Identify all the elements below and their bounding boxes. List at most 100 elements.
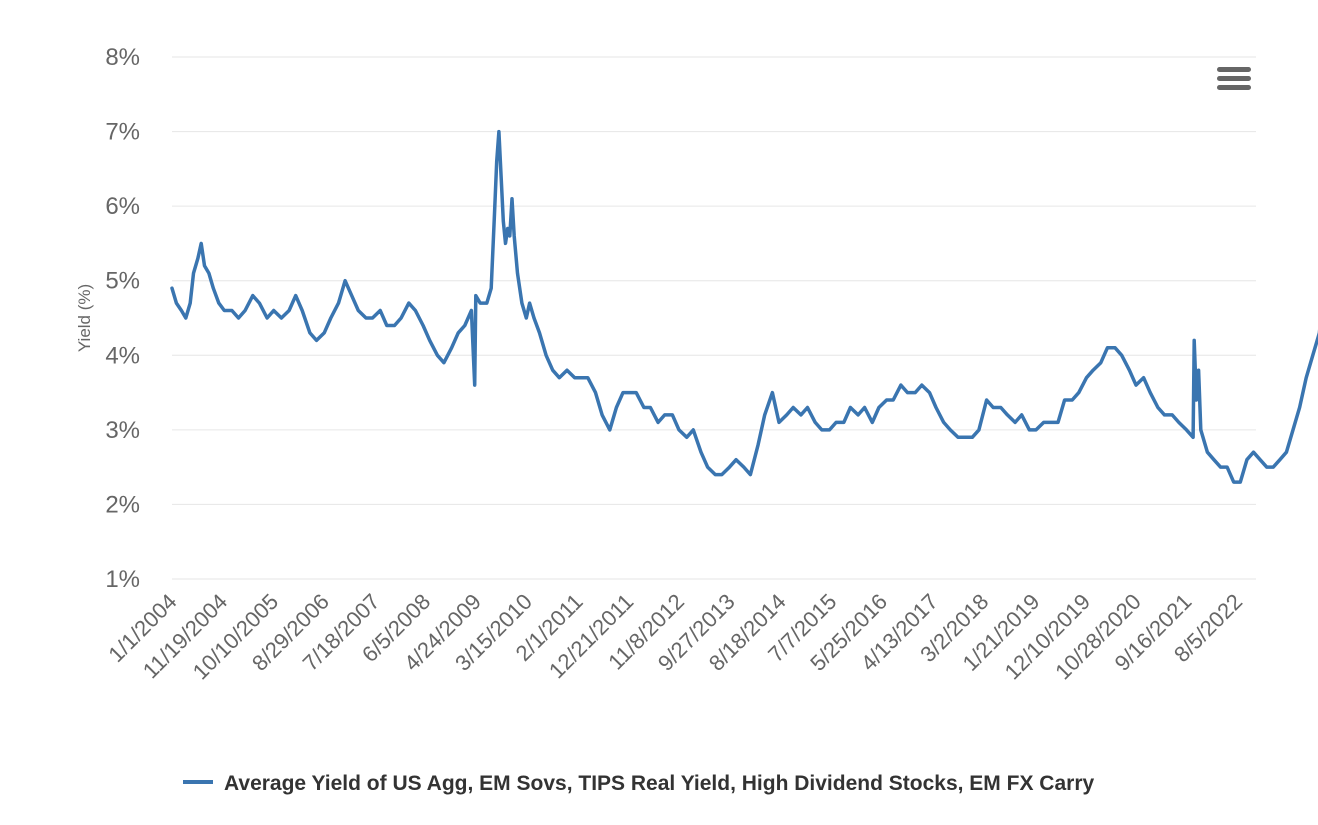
- data-point[interactable]: [206, 270, 212, 276]
- data-point[interactable]: [1251, 449, 1257, 455]
- data-point[interactable]: [884, 397, 890, 403]
- data-point[interactable]: [198, 240, 204, 246]
- data-point[interactable]: [1041, 419, 1047, 425]
- data-point[interactable]: [1162, 412, 1168, 418]
- data-point[interactable]: [1224, 464, 1230, 470]
- data-point[interactable]: [455, 330, 461, 336]
- data-point[interactable]: [191, 270, 197, 276]
- data-point[interactable]: [523, 315, 529, 321]
- data-point[interactable]: [472, 382, 478, 388]
- data-point[interactable]: [962, 434, 968, 440]
- data-point[interactable]: [790, 405, 796, 411]
- data-point[interactable]: [336, 300, 342, 306]
- data-point[interactable]: [503, 240, 509, 246]
- data-point[interactable]: [494, 158, 500, 164]
- data-point[interactable]: [550, 367, 556, 373]
- data-point[interactable]: [202, 263, 208, 269]
- data-point[interactable]: [462, 323, 468, 329]
- data-point[interactable]: [593, 390, 599, 396]
- data-point[interactable]: [905, 390, 911, 396]
- data-point[interactable]: [564, 367, 570, 373]
- data-point[interactable]: [242, 308, 248, 314]
- data-point[interactable]: [1033, 427, 1039, 433]
- data-point[interactable]: [1133, 382, 1139, 388]
- data-point[interactable]: [1231, 479, 1237, 485]
- data-point[interactable]: [769, 390, 775, 396]
- data-point[interactable]: [947, 427, 953, 433]
- data-point[interactable]: [1090, 367, 1096, 373]
- data-point[interactable]: [328, 315, 334, 321]
- data-point[interactable]: [869, 419, 875, 425]
- data-point[interactable]: [876, 405, 882, 411]
- data-point[interactable]: [1257, 457, 1263, 463]
- data-point[interactable]: [847, 405, 853, 411]
- data-point[interactable]: [1211, 457, 1217, 463]
- data-point[interactable]: [509, 196, 515, 202]
- data-point[interactable]: [1303, 375, 1309, 381]
- data-point[interactable]: [500, 218, 506, 224]
- data-point[interactable]: [955, 434, 961, 440]
- data-point[interactable]: [187, 300, 193, 306]
- data-point[interactable]: [1147, 390, 1153, 396]
- data-point[interactable]: [299, 308, 305, 314]
- data-point[interactable]: [412, 308, 418, 314]
- data-point[interactable]: [527, 300, 533, 306]
- data-point[interactable]: [1055, 419, 1061, 425]
- data-point[interactable]: [169, 285, 175, 291]
- data-point[interactable]: [342, 278, 348, 284]
- data-point[interactable]: [293, 293, 299, 299]
- data-point[interactable]: [537, 330, 543, 336]
- data-point[interactable]: [406, 300, 412, 306]
- data-point[interactable]: [355, 308, 361, 314]
- data-point[interactable]: [221, 308, 227, 314]
- data-point[interactable]: [1190, 434, 1196, 440]
- data-point[interactable]: [286, 308, 292, 314]
- data-point[interactable]: [712, 472, 718, 478]
- data-point[interactable]: [1193, 397, 1199, 403]
- data-point[interactable]: [912, 390, 918, 396]
- data-point[interactable]: [890, 397, 896, 403]
- data-point[interactable]: [1290, 427, 1296, 433]
- data-point[interactable]: [984, 397, 990, 403]
- data-point[interactable]: [468, 308, 474, 314]
- data-point[interactable]: [741, 464, 747, 470]
- data-point[interactable]: [1297, 405, 1303, 411]
- data-point[interactable]: [1076, 390, 1082, 396]
- data-point[interactable]: [543, 352, 549, 358]
- data-point[interactable]: [669, 412, 675, 418]
- data-point[interactable]: [698, 449, 704, 455]
- data-point[interactable]: [1244, 457, 1250, 463]
- data-point[interactable]: [1084, 375, 1090, 381]
- data-point[interactable]: [321, 330, 327, 336]
- data-point[interactable]: [363, 315, 369, 321]
- data-point[interactable]: [556, 375, 562, 381]
- data-point[interactable]: [798, 412, 804, 418]
- data-point[interactable]: [1169, 412, 1175, 418]
- data-point[interactable]: [862, 405, 868, 411]
- data-point[interactable]: [477, 300, 483, 306]
- data-point[interactable]: [1104, 345, 1110, 351]
- data-point[interactable]: [384, 323, 390, 329]
- data-point[interactable]: [572, 375, 578, 381]
- data-point[interactable]: [599, 412, 605, 418]
- data-point[interactable]: [515, 270, 521, 276]
- data-point[interactable]: [805, 405, 811, 411]
- data-point[interactable]: [733, 457, 739, 463]
- legend[interactable]: Average Yield of US Agg, EM Sovs, TIPS R…: [183, 772, 1094, 795]
- data-point[interactable]: [195, 255, 201, 261]
- data-point[interactable]: [898, 382, 904, 388]
- data-point[interactable]: [833, 419, 839, 425]
- data-point[interactable]: [229, 308, 235, 314]
- data-point[interactable]: [531, 315, 537, 321]
- data-point[interactable]: [441, 360, 447, 366]
- data-point[interactable]: [927, 390, 933, 396]
- data-point[interactable]: [392, 323, 398, 329]
- data-point[interactable]: [505, 226, 511, 232]
- data-point[interactable]: [178, 308, 184, 314]
- data-point[interactable]: [1264, 464, 1270, 470]
- data-point[interactable]: [647, 405, 653, 411]
- data-point[interactable]: [1012, 419, 1018, 425]
- data-point[interactable]: [511, 233, 517, 239]
- data-point[interactable]: [1310, 352, 1316, 358]
- data-point[interactable]: [690, 427, 696, 433]
